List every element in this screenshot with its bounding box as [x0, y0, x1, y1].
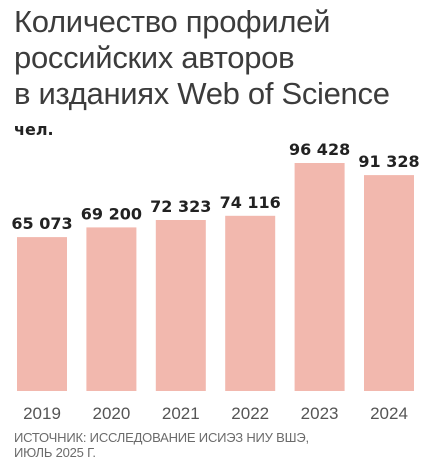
source-note: ИСТОЧНИК: ИССЛЕДОВАНИЕ ИСИЭЗ НИУ ВШЭ, ИЮ…: [14, 430, 424, 460]
value-label-2022: 74 116: [220, 193, 281, 212]
tick-label-2020: 2020: [92, 404, 130, 423]
title-line-1: Количество профилей: [14, 4, 331, 39]
bar-2022: [225, 215, 276, 391]
unit-label: чел.: [14, 120, 54, 139]
bar-2023: [294, 163, 345, 391]
value-label-2019: 65 073: [11, 214, 72, 233]
value-label-2020: 69 200: [81, 204, 142, 223]
title-line-3: в изданиях Web of Science: [14, 76, 390, 111]
value-label-2024: 91 328: [358, 152, 419, 171]
bar-2021: [155, 220, 206, 391]
bar-2020: [86, 227, 137, 391]
bar-2019: [17, 237, 67, 391]
tick-label-2024: 2024: [370, 404, 408, 423]
tick-label-2019: 2019: [23, 404, 61, 423]
bar-2024: [364, 175, 414, 391]
tick-label-2022: 2022: [231, 404, 269, 423]
source-line-2: ИЮЛЬ 2025 Г.: [14, 445, 96, 460]
value-label-2021: 72 323: [150, 197, 211, 216]
title-line-2: российских авторов: [14, 40, 295, 75]
source-line-1: ИСТОЧНИК: ИССЛЕДОВАНИЕ ИСИЭЗ НИУ ВШЭ,: [14, 430, 309, 445]
chart-title: Количество профилей российских авторов в…: [14, 4, 424, 112]
value-label-2023: 96 428: [289, 140, 350, 159]
tick-label-2021: 2021: [162, 404, 200, 423]
tick-label-2023: 2023: [301, 404, 339, 423]
